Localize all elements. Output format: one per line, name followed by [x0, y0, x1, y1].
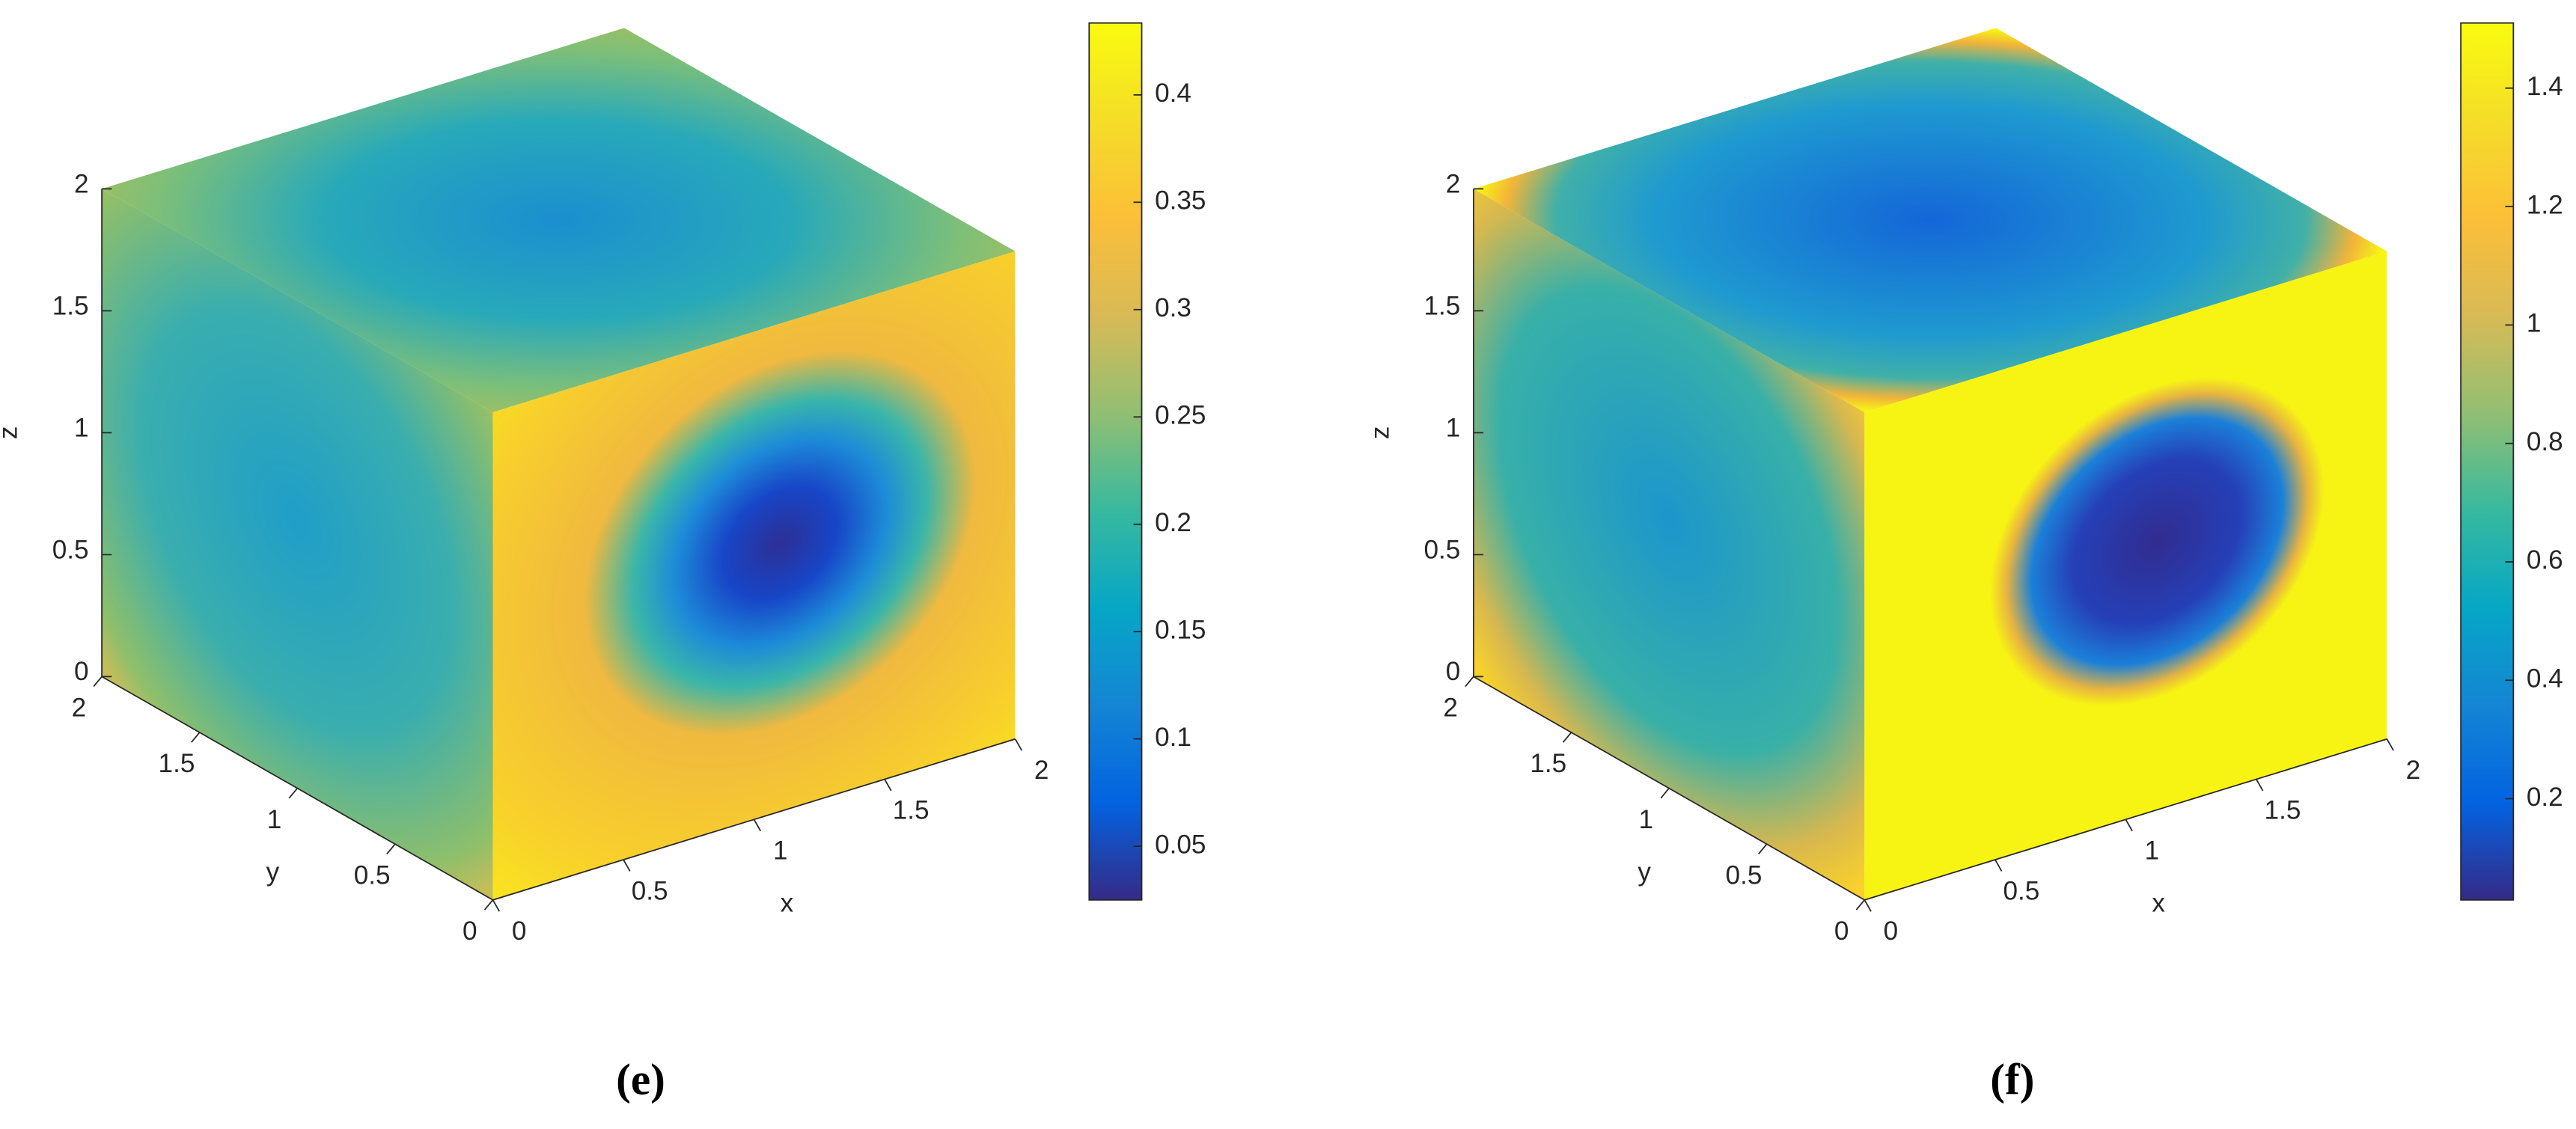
x-tick-label: 1 — [2145, 836, 2160, 865]
y-tick — [1465, 676, 1474, 688]
x-tick-label: 0 — [512, 917, 527, 946]
x-tick — [884, 779, 892, 792]
x-tick — [2256, 779, 2264, 792]
colorbar-tick-label: 0.1 — [1155, 723, 1191, 752]
colorbar — [2460, 22, 2515, 901]
colorbar — [1088, 22, 1143, 901]
y-tick-label: 0.5 — [354, 860, 391, 890]
x-tick — [623, 859, 631, 872]
x-tick — [1994, 859, 2003, 872]
x-tick — [1014, 738, 1023, 751]
z-axis-label: z — [0, 426, 22, 440]
x-tick — [2386, 738, 2394, 751]
x-tick-label: 2 — [1034, 756, 1049, 785]
colorbar-tick-label: 0.05 — [1155, 830, 1206, 859]
y-tick — [483, 899, 494, 911]
y-tick-label: 1 — [1639, 805, 1654, 834]
z-tick-label: 1.5 — [1424, 291, 1461, 320]
y-tick — [191, 732, 201, 743]
z-tick-label: 0.5 — [1424, 535, 1461, 564]
colorbar-tick-label: 0.8 — [2527, 427, 2563, 456]
x-tick-label: 0.5 — [2003, 876, 2040, 905]
colorbar-tick-label: 0.6 — [2527, 545, 2563, 575]
y-tick — [1660, 788, 1670, 799]
z-tick-label: 2 — [1446, 169, 1461, 198]
y-tick — [1855, 899, 1865, 911]
caption: (e) — [616, 1054, 665, 1104]
figure-body: 0 0.5 1 1.5 2 0 0.5 1 1.5 2 0 0.5 1 1.5 2 x y z 0.05 0.1 0.1… — [0, 22, 2563, 1104]
x-tick — [1864, 899, 1872, 912]
x-tick-label: 1 — [773, 836, 788, 865]
colorbar-tick-label: 1 — [2527, 309, 2542, 338]
y-tick — [1562, 732, 1572, 743]
surface-face — [1864, 251, 2387, 900]
y-tick-label: 2 — [72, 694, 87, 723]
surface-face — [1473, 28, 2387, 412]
subplot: 0 0.5 1 1.5 2 0 0.5 1 1.5 2 0 0.5 1 1.5 2 x y z 0.2 0.4 0.6 0… — [1365, 22, 2563, 1104]
colorbar-tick-label: 0.25 — [1155, 401, 1206, 430]
surface-face — [102, 28, 1016, 412]
y-tick-label: 0.5 — [1726, 860, 1762, 890]
colorbar-tick-label: 0.3 — [1155, 293, 1191, 322]
x-axis-label: x — [2152, 889, 2165, 918]
z-tick-label: 0 — [74, 657, 89, 686]
x-axis-label: x — [781, 889, 794, 918]
y-tick-label: 1 — [267, 805, 282, 834]
subplot: 0 0.5 1 1.5 2 0 0.5 1 1.5 2 0 0.5 1 1.5 2 x y z 0.05 0.1 0.1… — [0, 22, 1206, 1104]
x-tick-label: 2 — [2406, 756, 2421, 785]
y-tick-label: 2 — [1443, 694, 1458, 723]
surface-face — [102, 189, 493, 900]
z-tick-label: 0.5 — [52, 535, 89, 564]
z-tick-label: 2 — [74, 169, 89, 198]
y-tick — [386, 843, 396, 854]
colorbar-tick-label: 1.4 — [2527, 72, 2563, 101]
y-axis-label: y — [1638, 857, 1651, 887]
x-tick — [492, 899, 501, 912]
y-axis-label: y — [266, 857, 280, 887]
y-tick-label: 0 — [1834, 917, 1849, 946]
y-tick — [288, 788, 298, 799]
axis-line — [492, 738, 1016, 901]
surface-face — [492, 251, 1016, 900]
x-tick — [753, 819, 762, 832]
y-tick — [93, 676, 103, 688]
x-tick-label: 1.5 — [893, 796, 930, 825]
axis-line — [1864, 738, 2387, 901]
colorbar-tick-label: 0.2 — [2527, 783, 2563, 812]
colorbar-tick-label: 0.4 — [1155, 79, 1191, 108]
colorbar-tick-label: 0.4 — [2527, 664, 2563, 694]
x-tick-label: 1.5 — [2265, 796, 2301, 825]
y-tick-label: 0 — [463, 917, 477, 946]
caption: (f) — [1990, 1054, 2034, 1104]
x-tick-label: 0 — [1884, 917, 1899, 946]
colorbar-tick-label: 0.2 — [1155, 508, 1191, 537]
colorbar-tick-label: 0.15 — [1155, 615, 1206, 644]
z-tick-label: 1 — [74, 413, 89, 442]
z-axis-label: z — [1365, 426, 1394, 440]
colorbar-tick-label: 1.2 — [2527, 190, 2563, 219]
x-tick — [2125, 819, 2133, 832]
y-tick-label: 1.5 — [1530, 749, 1566, 778]
x-tick-label: 0.5 — [632, 876, 668, 905]
y-tick-label: 1.5 — [159, 749, 195, 778]
z-tick-label: 1 — [1446, 413, 1461, 442]
z-tick-label: 1.5 — [52, 291, 89, 320]
colorbar-tick-label: 0.35 — [1155, 186, 1206, 215]
y-tick — [1758, 843, 1768, 854]
z-tick-label: 0 — [1446, 657, 1461, 686]
surface-face — [1473, 189, 1865, 900]
